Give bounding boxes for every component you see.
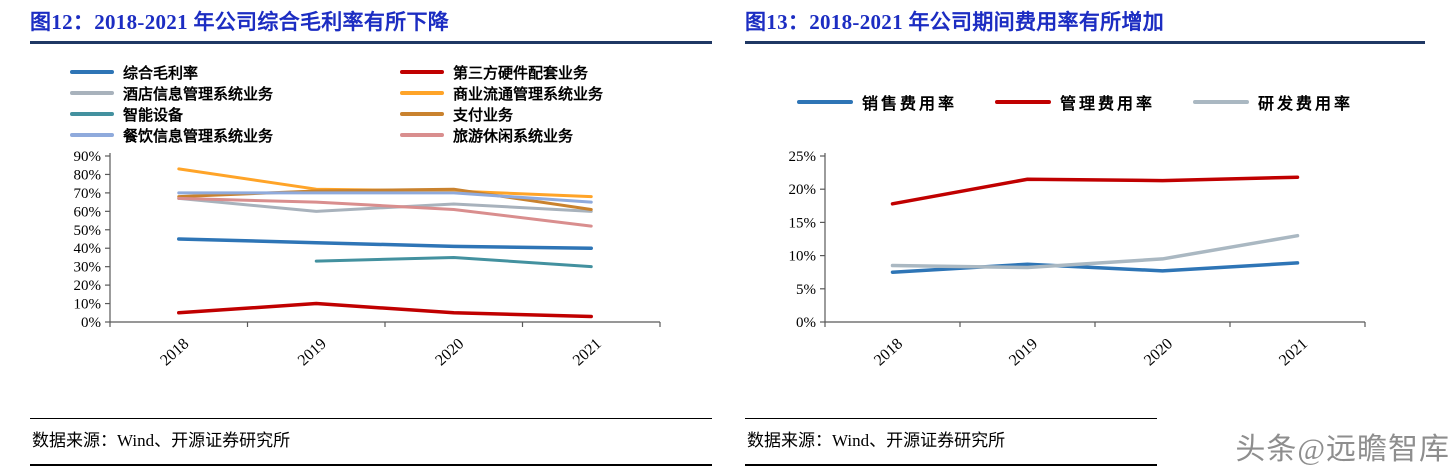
y-tick-label: 0% (796, 315, 816, 331)
figure13-legend: 销售费用率 管理费用率 研发费用率 (745, 92, 1405, 113)
legend-item-2: 酒店信息管理系统业务 (70, 83, 400, 103)
series-line-6 (177, 191, 593, 204)
legend-label: 餐饮信息管理系统业务 (123, 128, 274, 145)
series-line-2 (890, 233, 1300, 270)
x-tick-label: 2019 (295, 335, 330, 369)
y-tick-label: 20% (789, 182, 817, 198)
watermark-text: 头条@远瞻智库 (1235, 433, 1450, 466)
legend-swatch-icon (994, 100, 1051, 104)
x-tick-label: 2021 (1276, 335, 1311, 369)
legend-item-5: 支付业务 (400, 104, 700, 124)
legend-swatch-icon (796, 100, 853, 104)
series-line-1 (177, 301, 593, 319)
y-tick-label: 10% (74, 297, 102, 313)
legend-label: 第三方硬件配套业务 (453, 65, 589, 82)
legend-label: 研发费用率 (1258, 96, 1354, 113)
legend-item-6: 餐饮信息管理系统业务 (70, 125, 400, 145)
y-tick-label: 80% (74, 167, 102, 183)
legend-swatch-icon (70, 70, 114, 74)
legend-swatch-icon (70, 133, 114, 137)
legend-item-1: 第三方硬件配套业务 (400, 62, 700, 82)
y-tick-label: 15% (789, 215, 817, 231)
x-tick-label: 2018 (157, 335, 192, 369)
legend-item-4: 智能设备 (70, 104, 400, 124)
legend-label: 支付业务 (453, 107, 514, 124)
y-tick-label: 70% (74, 186, 102, 202)
y-tick-label: 10% (789, 249, 817, 265)
figure13-title-underline (745, 41, 1425, 44)
legend-label: 酒店信息管理系统业务 (123, 86, 274, 103)
x-tick-label: 2021 (570, 335, 605, 369)
y-tick-label: 5% (796, 282, 816, 298)
figure13-source: 数据来源：Wind、开源证券研究所 (745, 418, 1157, 466)
series-line-4 (314, 255, 593, 269)
legend-swatch-icon (70, 91, 114, 95)
legend-label: 综合毛利率 (123, 65, 199, 82)
y-tick-label: 20% (74, 278, 102, 294)
figure12-source: 数据来源：Wind、开源证券研究所 (30, 418, 712, 466)
legend-swatch-icon (400, 70, 444, 74)
series-line-7 (177, 196, 593, 228)
x-tick-label: 2020 (432, 335, 467, 369)
legend-swatch-icon (1193, 100, 1249, 104)
legend-label: 销售费用率 (861, 96, 957, 113)
panel-figure12: 图12：2018-2021 年公司综合毛利率有所下降 综合毛利率 第三方硬件配套业… (30, 6, 712, 466)
legend-item-3: 商业流通管理系统业务 (400, 83, 700, 103)
y-tick-label: 50% (74, 223, 102, 239)
legend-swatch-icon (70, 112, 114, 116)
figure13-chart-svg: 0% 5% 10% 15% 20% 25% 2018 2019 2020 2021 (789, 149, 1366, 369)
legend-item-2: 研发费用率 (1193, 92, 1354, 113)
y-tick-label: 60% (74, 204, 102, 220)
series-line-1 (890, 175, 1300, 206)
legend-item-1: 管理费用率 (994, 92, 1155, 113)
x-tick-label: 2020 (1141, 335, 1176, 369)
legend-item-0: 销售费用率 (796, 92, 957, 113)
legend-item-0: 综合毛利率 (70, 62, 400, 82)
legend-swatch-icon (400, 133, 444, 137)
y-tick-label: 30% (74, 260, 102, 276)
figure12-title: 图12：2018-2021 年公司综合毛利率有所下降 (30, 10, 450, 34)
x-tick-label: 2018 (871, 335, 906, 369)
figure13-title: 图13：2018-2021 年公司期间费用率有所增加 (745, 10, 1165, 34)
legend-item-7: 旅游休闲系统业务 (400, 125, 700, 145)
figure12-title-underline (30, 41, 712, 44)
panel-figure13: 图13：2018-2021 年公司期间费用率有所增加 销售费用率 管理费用率 研发费… (745, 6, 1425, 466)
legend-label: 智能设备 (123, 107, 184, 124)
figure12-legend: 综合毛利率 第三方硬件配套业务酒店信息管理系统业务 商业流通管理系统业务智能设备 支付… (70, 62, 700, 145)
legend-label: 商业流通管理系统业务 (453, 86, 604, 103)
x-tick-label: 2019 (1006, 335, 1041, 369)
y-tick-label: 0% (81, 315, 101, 331)
y-tick-label: 90% (74, 149, 102, 165)
series-line-2 (177, 196, 593, 213)
series-line-0 (177, 237, 593, 250)
legend-label: 管理费用率 (1059, 96, 1155, 113)
legend-swatch-icon (400, 91, 444, 95)
figure12-chart-svg: 0% 10% 20% 30% 40% 50% 60% 70% 80% 90% 2018 2019 202… (74, 149, 661, 369)
y-tick-label: 25% (789, 149, 817, 165)
legend-label: 旅游休闲系统业务 (453, 128, 574, 145)
legend-swatch-icon (400, 112, 444, 116)
y-tick-label: 40% (74, 241, 102, 257)
